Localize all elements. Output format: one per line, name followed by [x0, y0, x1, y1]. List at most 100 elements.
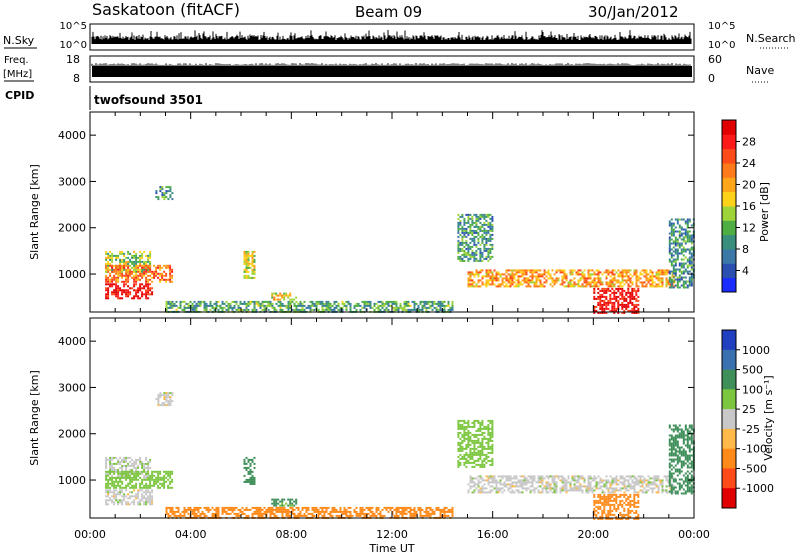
echo-cell [161, 272, 164, 275]
echo-cell [399, 306, 402, 309]
echo-cell [563, 277, 566, 280]
echo-cell [485, 427, 488, 430]
echo-cell [293, 308, 296, 311]
echo-cell [275, 498, 278, 501]
echo-cell [613, 289, 616, 292]
echo-cell [676, 286, 679, 289]
echo-cell [489, 451, 492, 454]
echo-cell [171, 486, 174, 489]
echo-cell [473, 257, 476, 260]
echo-cell [639, 281, 642, 284]
echo-cell [581, 285, 584, 288]
echo-cell [299, 304, 302, 307]
echo-cell [621, 303, 624, 306]
echo-cell [678, 276, 681, 279]
echo-cell [113, 491, 116, 494]
echo-cell [115, 278, 118, 281]
nsearch-label: N.Search [746, 32, 796, 45]
echo-cell [127, 501, 130, 504]
echo-cell [301, 506, 304, 509]
echo-cell [363, 508, 366, 511]
echo-cell [211, 506, 214, 509]
echo-cell [135, 474, 138, 477]
echo-cell [690, 238, 693, 241]
echo-cell [251, 268, 254, 271]
echo-cell [277, 506, 280, 509]
echo-cell [231, 508, 234, 511]
echo-cell [680, 218, 683, 221]
echo-cell [329, 306, 332, 309]
echo-cell [511, 273, 514, 276]
echo-cell [133, 256, 136, 259]
echo-cell [243, 254, 246, 257]
echo-cell [551, 279, 554, 282]
echo-cell [147, 289, 150, 292]
echo-cell [680, 262, 683, 265]
echo-cell [509, 283, 512, 286]
echo-cell [419, 510, 422, 513]
echo-cell [672, 246, 675, 249]
echo-cell [115, 489, 118, 492]
echo-cell [473, 459, 476, 462]
echo-cell [545, 281, 548, 284]
echo-cell [155, 190, 158, 193]
echo-cell [479, 453, 482, 456]
echo-cell [163, 476, 166, 479]
echo-cell [579, 273, 582, 276]
echo-cell [670, 224, 673, 227]
echo-cell [107, 493, 110, 496]
echo-cell [359, 514, 362, 517]
echo-cell [147, 499, 150, 502]
echo-cell [245, 480, 248, 483]
echo-cell [115, 258, 118, 261]
echo-cell [595, 305, 598, 308]
echo-cell [682, 284, 685, 287]
echo-cell [433, 300, 436, 303]
echo-cell [686, 220, 689, 223]
echo-cell [670, 230, 673, 233]
echo-cell [668, 260, 671, 263]
echo-cell [439, 306, 442, 309]
echo-cell [187, 304, 190, 307]
echo-cell [159, 394, 162, 397]
echo-cell [459, 441, 462, 444]
echo-cell [199, 302, 202, 305]
echo-cell [688, 234, 691, 237]
echo-cell [509, 285, 512, 288]
echo-cell [363, 302, 366, 305]
echo-cell [245, 514, 248, 517]
echo-cell [629, 279, 632, 282]
echo-cell [481, 275, 484, 278]
echo-cell [223, 306, 226, 309]
echo-cell [471, 461, 474, 464]
echo-cell [147, 474, 150, 477]
echo-cell [261, 308, 264, 311]
echo-cell [275, 508, 278, 511]
echo-cell [601, 303, 604, 306]
echo-cell [235, 506, 238, 509]
echo-cell [275, 510, 278, 513]
echo-cell [313, 506, 316, 509]
echo-cell [179, 514, 182, 517]
echo-cell [109, 274, 112, 277]
echo-cell [686, 260, 689, 263]
echo-cell [129, 472, 132, 475]
echo-cell [121, 486, 124, 489]
echo-cell [533, 283, 536, 286]
echo-cell [471, 425, 474, 428]
echo-cell [311, 514, 314, 517]
echo-cell [651, 279, 654, 282]
echo-cell [383, 302, 386, 305]
echo-cell [269, 514, 272, 517]
echo-cell [117, 499, 120, 502]
echo-cell [355, 512, 358, 515]
echo-cell [125, 466, 128, 469]
echo-cell [167, 512, 170, 515]
echo-cell [577, 269, 580, 272]
echo-cell [686, 280, 689, 283]
echo-cell [531, 279, 534, 282]
echo-cell [165, 480, 168, 483]
echo-cell [672, 254, 675, 257]
echo-cell [143, 501, 146, 504]
echo-cell [599, 271, 602, 274]
